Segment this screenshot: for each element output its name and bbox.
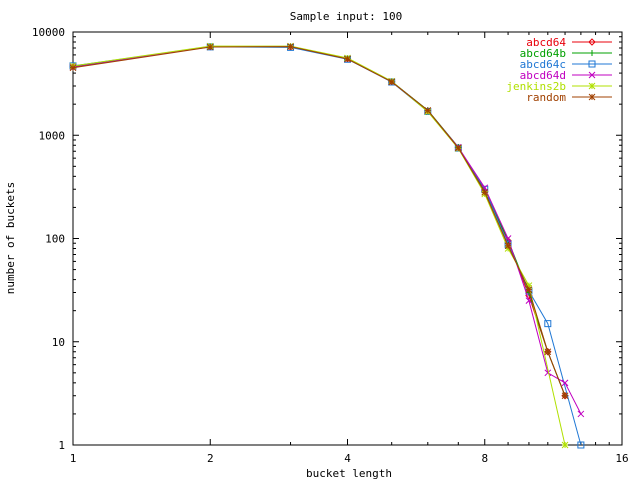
legend-label: abcd64c: [520, 58, 566, 71]
chart-title: Sample input: 100: [290, 10, 403, 23]
data-point: [454, 144, 462, 152]
series-line-jenkins2b: [72, 45, 566, 446]
series-abcd64b: [70, 43, 569, 399]
legend-marker: [588, 82, 596, 90]
x-tick-label: 1: [70, 452, 77, 465]
series-line-abcd64: [72, 46, 566, 396]
series-layer: [69, 42, 585, 449]
y-tick-label: 100: [45, 233, 65, 246]
legend-label: abcd64d: [520, 69, 566, 82]
data-point: [525, 297, 533, 305]
series-jenkins2b: [69, 42, 569, 449]
legend-label: abcd64: [526, 36, 566, 49]
data-point: [544, 348, 552, 356]
x-tick-label: 2: [207, 452, 214, 465]
data-point: [525, 282, 533, 289]
data-point: [577, 410, 585, 418]
series-line-abcd64b: [72, 45, 566, 396]
data-point: [544, 320, 552, 328]
data-point: [577, 441, 585, 449]
y-tick-label: 1000: [39, 129, 66, 142]
legend: abcd64abcd64babcd64cabcd64djenkins2brand…: [506, 36, 612, 104]
legend-marker: [588, 60, 596, 68]
data-point: [344, 55, 351, 63]
data-point: [561, 379, 569, 387]
data-point: [561, 392, 569, 400]
data-point: [388, 78, 396, 86]
series-abcd64d: [69, 43, 585, 418]
legend-label: jenkins2b: [506, 80, 566, 93]
data-point: [287, 43, 295, 51]
x-axis-label: bucket length: [306, 467, 392, 480]
y-tick-label: 10: [52, 336, 65, 349]
x-tick-label: 16: [615, 452, 628, 465]
legend-marker: [588, 38, 596, 46]
data-point: [344, 55, 351, 63]
data-point: [544, 369, 552, 377]
data-point: [561, 441, 569, 449]
data-point: [504, 242, 512, 250]
y-tick-label: 1: [58, 439, 65, 452]
data-point: [206, 43, 214, 51]
axis-ticks: 1 2 4 8 16 1 10 100 1000 10000: [32, 26, 629, 465]
legend-marker: [588, 71, 596, 79]
data-point: [287, 43, 294, 50]
x-tick-label: 4: [344, 452, 351, 465]
data-point: [69, 64, 77, 72]
legend-marker: [588, 93, 596, 101]
y-tick-label: 10000: [32, 26, 65, 39]
legend-marker: [589, 50, 595, 56]
data-point: [424, 107, 432, 114]
data-point: [388, 78, 396, 86]
data-point: [481, 188, 489, 196]
y-axis-label: number of buckets: [4, 182, 17, 295]
series-line-abcd64d: [72, 45, 582, 415]
series-line-random: [72, 46, 566, 396]
series-abcd64: [69, 43, 569, 400]
x-tick-label: 8: [481, 452, 488, 465]
data-point: [544, 348, 552, 356]
legend-label: random: [526, 91, 566, 104]
data-point: [525, 286, 533, 293]
legend-label: abcd64b: [520, 47, 566, 60]
series-random: [69, 43, 569, 400]
